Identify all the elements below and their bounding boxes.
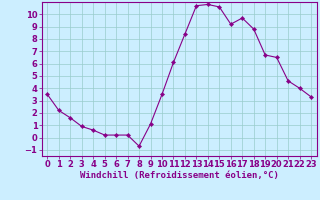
X-axis label: Windchill (Refroidissement éolien,°C): Windchill (Refroidissement éolien,°C) [80,171,279,180]
